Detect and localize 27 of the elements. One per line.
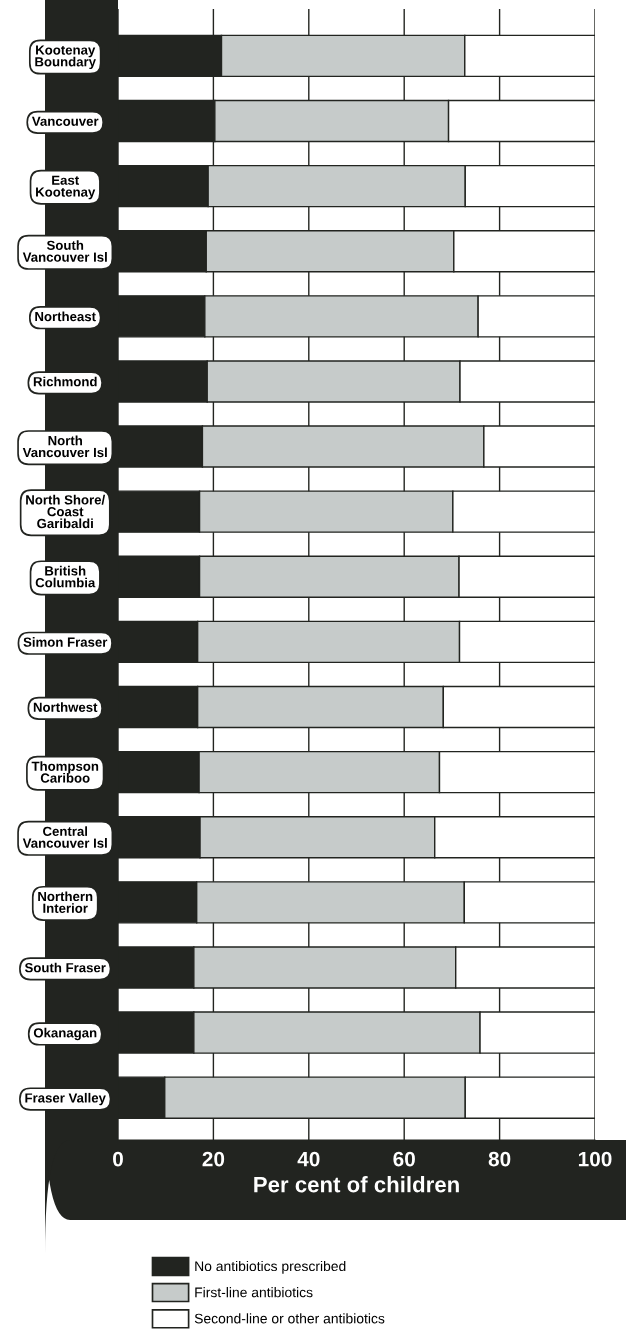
y-tick-label: Northeast — [35, 311, 96, 322]
y-tick-label: Vancouver — [31, 116, 99, 126]
y-tick-label: North Vancouver Isl — [22, 435, 107, 458]
x-tick-label: 40 — [297, 1151, 320, 1167]
y-tick-label: Thompson Cariboo — [31, 761, 99, 783]
legend-label: No antibiotics prescribed — [195, 1260, 346, 1274]
x-tick-label: 100 — [578, 1151, 612, 1167]
y-tick-label: Richmond — [33, 376, 97, 387]
y-tick-label: Northern Interior — [38, 891, 93, 913]
y-tick-label: Simon Fraser — [23, 637, 108, 647]
y-tick-label: British Columbia — [35, 565, 96, 588]
y-tick-label: East Kootenay — [36, 175, 96, 200]
y-tick-label: Kootenay Boundary — [35, 45, 96, 70]
y-tick-label: North Shore/ Coast Garibaldi — [26, 494, 106, 529]
y-tick-label: Central Vancouver Isl — [22, 826, 107, 848]
legend-label: First-line antibiotics — [195, 1287, 313, 1298]
x-tick-label: 20 — [202, 1151, 225, 1167]
y-tick-label: Okanagan — [33, 1027, 97, 1041]
y-tick-label: Fraser Valley — [25, 1092, 106, 1106]
y-tick-label: South Fraser — [24, 962, 106, 973]
y-tick-label: South Vancouver Isl — [22, 240, 107, 262]
x-tick-label: 80 — [488, 1151, 511, 1167]
legend-label: Second-line or other antibiotics — [194, 1313, 385, 1324]
x-tick-label: 60 — [393, 1151, 415, 1167]
y-tick-label: Northwest — [33, 702, 98, 712]
x-tick-label: 0 — [113, 1151, 123, 1167]
x-axis-title: Per cent of children — [254, 1176, 459, 1193]
